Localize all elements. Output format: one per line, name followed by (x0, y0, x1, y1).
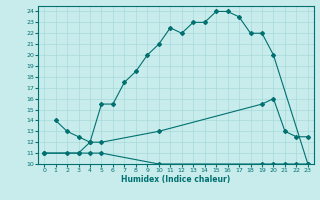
X-axis label: Humidex (Indice chaleur): Humidex (Indice chaleur) (121, 175, 231, 184)
